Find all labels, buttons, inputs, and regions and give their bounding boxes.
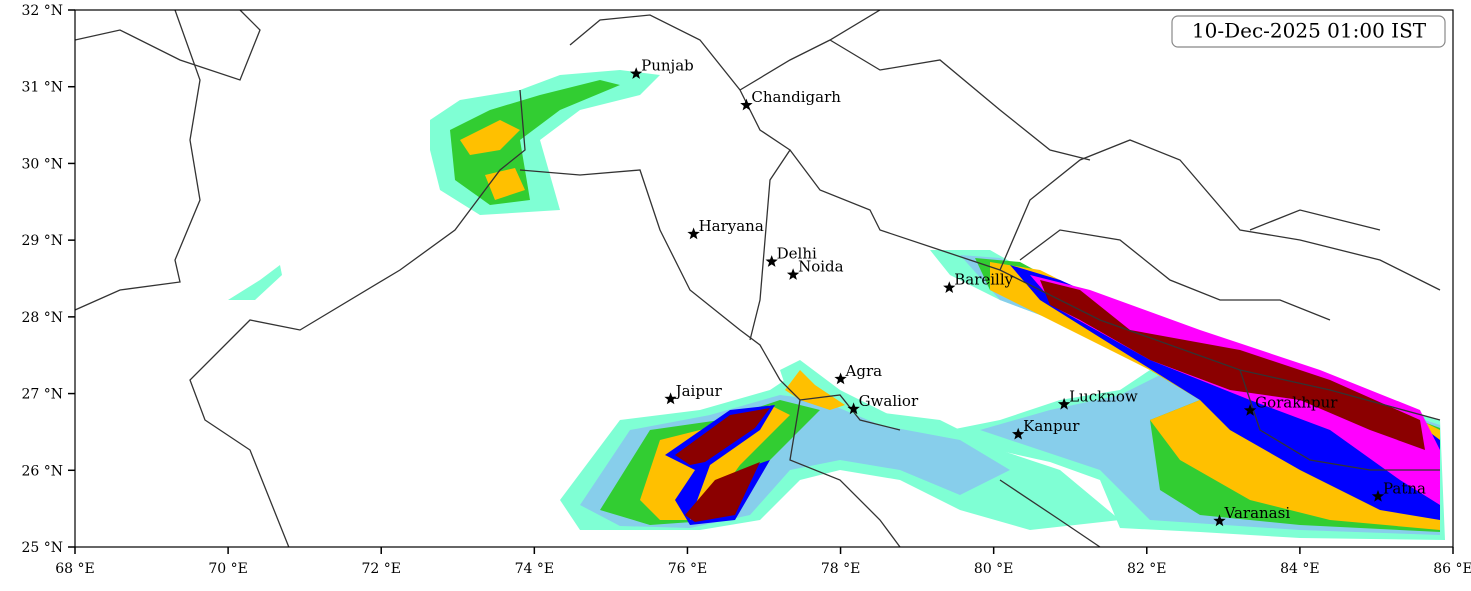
y-tick-label: 32 °N <box>21 3 63 19</box>
x-tick-label: 84 °E <box>1280 561 1319 577</box>
city-label: Haryana <box>699 217 764 235</box>
city-star <box>630 67 643 79</box>
city-star <box>1012 427 1025 440</box>
city-star <box>786 268 800 280</box>
y-tick-label: 25 °N <box>21 540 63 556</box>
title-box <box>1171 15 1446 48</box>
city-star <box>664 392 677 405</box>
y-tick-label: 31 °N <box>21 80 63 96</box>
city-label: Varanasi <box>1224 504 1291 522</box>
x-tick-label: 68 °E <box>55 561 94 577</box>
x-tick-label: 80 °E <box>974 561 1013 577</box>
city-star <box>1371 489 1385 502</box>
city-star <box>765 255 778 267</box>
city-star <box>1213 514 1226 527</box>
city-label: Jaipur <box>674 382 723 400</box>
city-label: Agra <box>845 362 883 380</box>
city-star <box>834 372 847 385</box>
x-tick-label: 72 °E <box>361 561 400 577</box>
x-tick-label: 74 °E <box>515 561 554 577</box>
y-tick-label: 26 °N <box>21 463 63 479</box>
city-label: Lucknow <box>1069 387 1138 405</box>
time-stamp-box: 10-Dec-2025 01:00 IST <box>1171 15 1446 48</box>
city-star <box>1057 397 1071 410</box>
city-star <box>847 402 860 415</box>
y-tick-label: 29 °N <box>21 233 63 249</box>
city-label: Delhi <box>777 245 817 263</box>
precipitation-field <box>228 70 1445 540</box>
axes: 68 °E 70 °E 72 °E 74 °E 76 °E 78 °E 80 °E 82 °E… <box>21 3 1471 577</box>
x-tick-label: 86 °E <box>1433 561 1471 577</box>
city-label: Noida <box>798 258 844 276</box>
city-label: Bareilly <box>954 271 1013 289</box>
x-tick-label: 78 °E <box>821 561 860 577</box>
city-star <box>943 281 956 293</box>
x-tick-label: 82 °E <box>1127 561 1166 577</box>
plot-frame <box>74 9 1454 548</box>
map-layer <box>75 10 1445 547</box>
y-tick-label: 30 °N <box>21 156 63 172</box>
timestamp: 10-Dec-2025 01:00 IST <box>1192 19 1427 43</box>
city-star <box>687 227 700 240</box>
city-label: Kanpur <box>1023 417 1080 435</box>
city-label: Gwalior <box>859 392 919 410</box>
city-star <box>1243 403 1257 416</box>
city-label: Chandigarh <box>751 88 841 106</box>
borders <box>75 10 1441 547</box>
x-tick-label: 76 °E <box>668 561 707 577</box>
city-label: Punjab <box>641 57 694 75</box>
city-label: Patna <box>1383 479 1426 497</box>
city-star <box>740 98 753 111</box>
y-tick-label: 28 °N <box>21 310 63 326</box>
y-tick-label: 27 °N <box>21 387 63 403</box>
city-label: Gorakhpur <box>1255 393 1338 411</box>
x-tick-label: 70 °E <box>208 561 247 577</box>
